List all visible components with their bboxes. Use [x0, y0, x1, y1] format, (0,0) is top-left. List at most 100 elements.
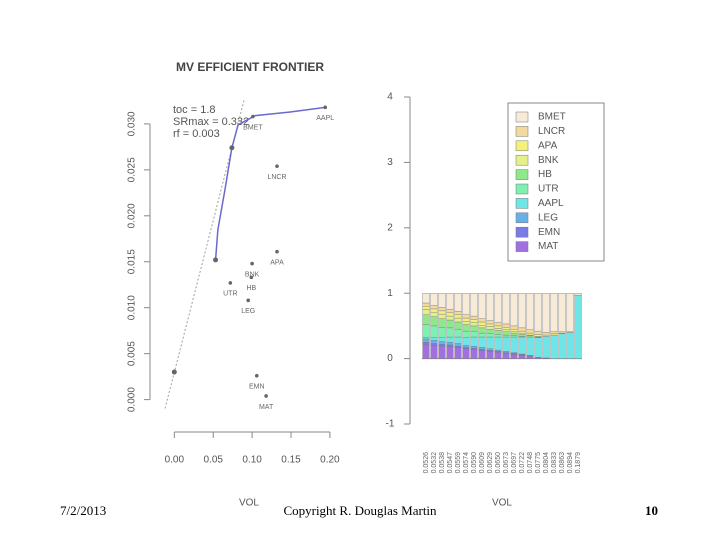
bar-segment — [574, 294, 582, 359]
bar-segment — [462, 317, 470, 322]
bar-segment — [470, 336, 478, 347]
asset-point — [228, 281, 233, 285]
bar-segment — [454, 321, 462, 330]
bar-segment — [430, 343, 438, 346]
bar-segment — [470, 331, 478, 338]
bar-segment — [550, 293, 558, 332]
annotation: toc = 1.8 — [173, 104, 216, 116]
x-tick-label: 0.0722 — [519, 452, 526, 474]
bar-segment — [446, 309, 454, 314]
bar-segment — [470, 293, 478, 317]
bar-segment — [430, 308, 438, 313]
asset-point — [264, 394, 268, 398]
bar-segment — [438, 293, 446, 308]
asset-label: LNCR — [267, 174, 286, 181]
bar-segment — [534, 334, 542, 337]
bar-segment — [430, 305, 438, 310]
bar-segment — [486, 328, 494, 334]
bar-segment — [462, 330, 470, 338]
legend-swatch — [515, 154, 529, 166]
bar-segment — [462, 314, 470, 319]
bar-segment — [494, 293, 502, 323]
asset-label: BNK — [245, 271, 260, 278]
y-tick-label: 0.020 — [127, 203, 138, 228]
bar-segment — [478, 332, 486, 338]
x-tick-label: 0.0894 — [567, 452, 574, 474]
x-tick-label: 0.15 — [281, 455, 301, 466]
x-tick-label: 0.20 — [320, 455, 340, 466]
x-tick-label: 0.0590 — [471, 452, 478, 474]
bar-segment — [534, 337, 542, 358]
special-point — [213, 257, 219, 263]
asset-label: BMET — [243, 124, 263, 131]
bar-segment — [430, 311, 438, 317]
bar-segment — [422, 344, 430, 359]
bar-segment — [518, 327, 526, 332]
asset-label: EMN — [249, 384, 265, 391]
legend-swatch — [515, 226, 529, 238]
bar-segment — [462, 348, 470, 359]
legend-swatch — [515, 169, 529, 180]
bar-segment — [478, 350, 486, 359]
bar-segment — [454, 343, 462, 347]
bar-segment — [470, 319, 478, 323]
asset-point — [251, 114, 255, 119]
bar-segment — [446, 336, 454, 343]
bar-segment — [510, 336, 518, 353]
asset-point — [250, 261, 254, 266]
bar-segment — [502, 353, 510, 359]
x-tick-label: 0.0748 — [527, 452, 534, 474]
x-tick-label: 0.0863 — [559, 452, 566, 474]
bar-segment — [494, 330, 502, 335]
y-tick-label: 0 — [387, 353, 393, 364]
bar-segment — [470, 315, 478, 320]
bar-segment — [470, 325, 478, 332]
asset-point — [249, 275, 254, 280]
bar-segment — [478, 325, 486, 329]
bar-segment — [446, 346, 454, 359]
bar-segment — [518, 293, 526, 329]
y-tick-label: 0.005 — [127, 341, 138, 366]
bar-segment — [446, 344, 454, 348]
bar-segment — [526, 293, 534, 331]
asset-point — [275, 249, 279, 254]
bar-segment — [494, 328, 502, 331]
bar-segment — [518, 330, 526, 334]
x-tick-label: 0.0629 — [487, 452, 494, 474]
bar-segment — [510, 325, 518, 330]
bar-segment — [422, 309, 430, 315]
x-tick-label: 0.0697 — [511, 452, 518, 474]
bar-segment — [422, 314, 430, 325]
bar-segment — [438, 327, 446, 338]
x-tick-label: 0.0609 — [479, 452, 486, 474]
bar-segment — [438, 341, 446, 345]
legend-label: APA — [538, 140, 558, 151]
bar-segment — [510, 328, 518, 332]
y-tick-label: 3 — [387, 157, 393, 168]
bar-segment — [502, 336, 510, 352]
bar-segment — [462, 337, 470, 346]
x-tick-label: 0.05 — [203, 455, 223, 466]
bar-segment — [454, 317, 462, 323]
bar-segment — [558, 333, 566, 359]
legend-swatch — [515, 140, 529, 152]
bar-segment — [438, 310, 446, 315]
bar-segment — [462, 293, 470, 315]
bar-segment — [430, 316, 438, 327]
legend-swatch — [515, 111, 529, 123]
bar-segment — [494, 334, 502, 338]
bar-segment — [486, 336, 494, 349]
bar-segment — [454, 347, 462, 359]
asset-label: LEG — [241, 308, 255, 315]
bar-segment — [438, 344, 446, 347]
bar-segment — [430, 340, 438, 344]
bar-segment — [446, 342, 454, 346]
bar-segment — [446, 315, 454, 321]
bar-segment — [502, 327, 510, 331]
bar-segment — [462, 324, 470, 332]
x-tick-label: 0.0650 — [495, 452, 502, 474]
bar-segment — [454, 328, 462, 338]
annotation: rf = 0.003 — [173, 128, 220, 140]
x-tick-label: 0.0532 — [431, 452, 438, 474]
bar-segment — [478, 347, 486, 350]
